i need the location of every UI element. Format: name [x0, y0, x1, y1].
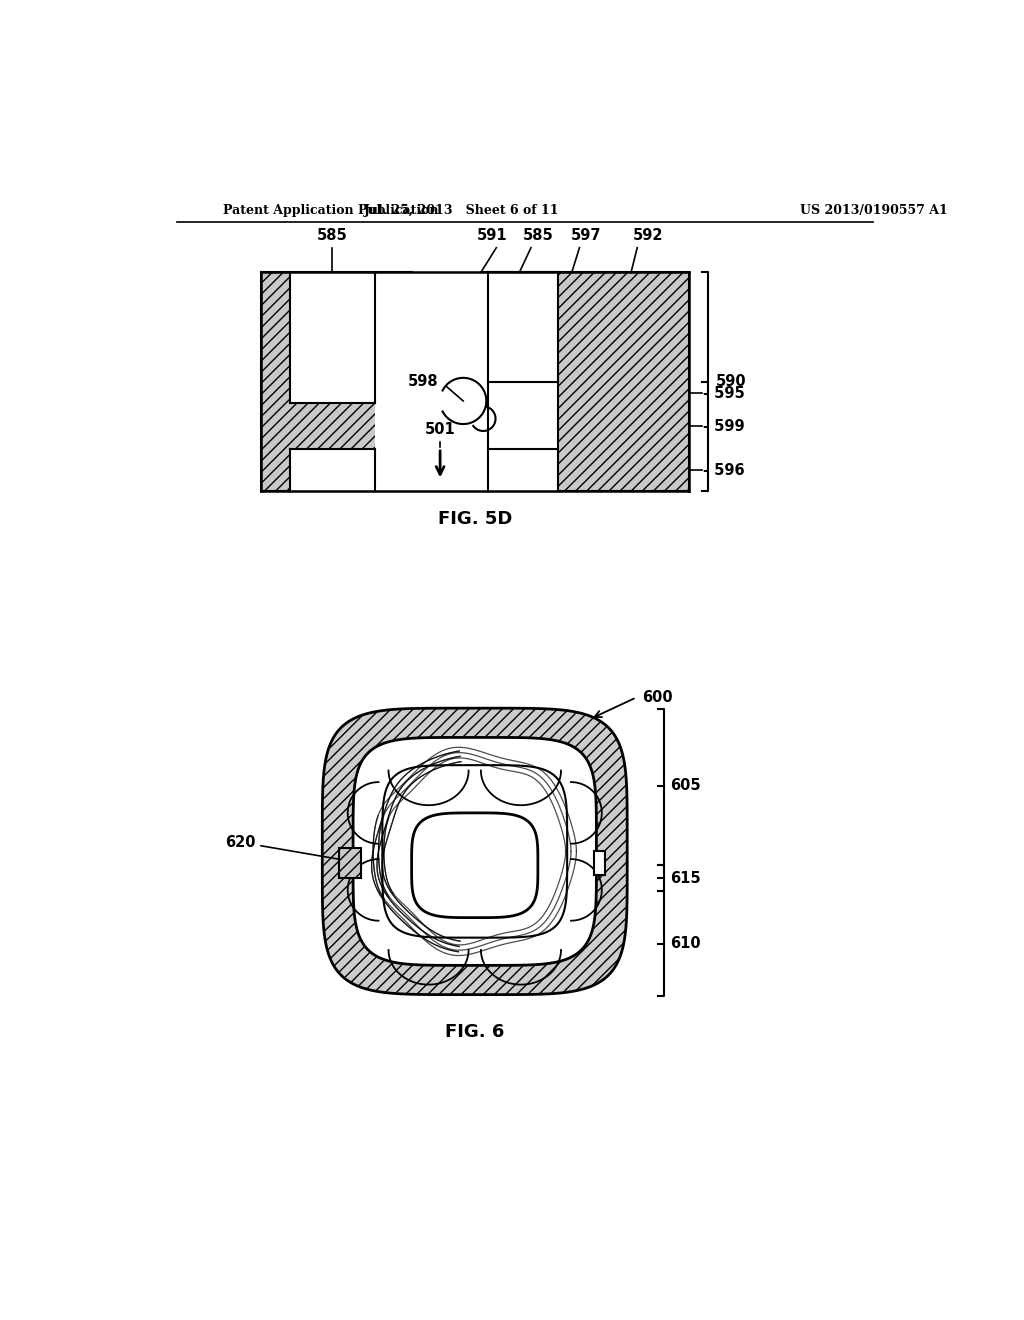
Text: 597: 597 — [571, 228, 602, 243]
Bar — [481, 272, 689, 491]
Text: 605: 605 — [671, 779, 701, 793]
Text: Patent Application Publication: Patent Application Publication — [223, 205, 438, 218]
Polygon shape — [353, 738, 596, 965]
Text: FIG. 5D: FIG. 5D — [437, 510, 512, 528]
Text: 590: 590 — [716, 374, 746, 389]
Bar — [339, 849, 360, 878]
Polygon shape — [412, 813, 538, 917]
Text: 585: 585 — [523, 228, 554, 243]
Bar — [487, 272, 558, 381]
Text: US 2013/0190557 A1: US 2013/0190557 A1 — [801, 205, 948, 218]
Text: 615: 615 — [671, 871, 701, 886]
Bar — [594, 851, 605, 875]
Text: FIG. 6: FIG. 6 — [445, 1023, 505, 1041]
Text: 501: 501 — [425, 422, 456, 437]
Bar — [261, 272, 412, 491]
Bar — [412, 272, 481, 491]
Bar — [290, 450, 376, 491]
Text: 591: 591 — [477, 228, 508, 243]
Bar — [376, 272, 487, 491]
Text: 598: 598 — [408, 374, 438, 389]
Polygon shape — [382, 766, 567, 937]
Text: 585: 585 — [316, 228, 348, 243]
Text: - 596: - 596 — [703, 463, 745, 478]
Text: 620: 620 — [225, 834, 356, 865]
Text: - 599: - 599 — [703, 418, 745, 434]
Text: 592: 592 — [633, 228, 664, 243]
Text: - 595: - 595 — [703, 385, 745, 401]
Bar — [290, 272, 376, 404]
Text: Jul. 25, 2013   Sheet 6 of 11: Jul. 25, 2013 Sheet 6 of 11 — [364, 205, 559, 218]
Text: 610: 610 — [671, 936, 701, 952]
Polygon shape — [323, 709, 628, 994]
Text: 600: 600 — [643, 690, 673, 705]
Bar — [487, 381, 558, 491]
